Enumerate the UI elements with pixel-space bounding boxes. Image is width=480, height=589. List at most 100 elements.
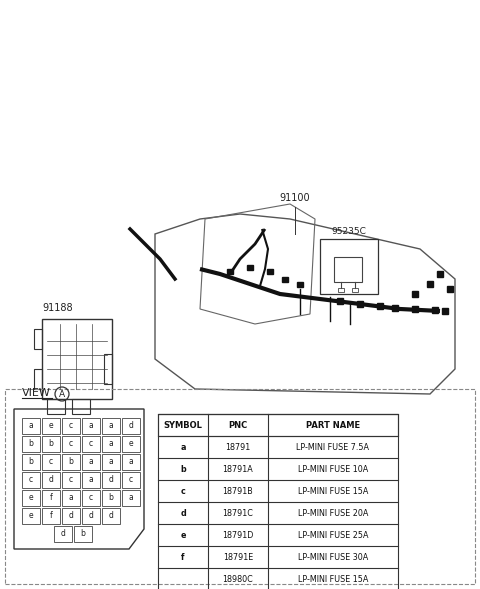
Bar bbox=[22, 508, 40, 524]
Text: d: d bbox=[48, 475, 53, 485]
Bar bbox=[442, 308, 448, 314]
Bar bbox=[42, 472, 60, 488]
Bar bbox=[392, 305, 398, 311]
Bar bbox=[62, 436, 80, 452]
Text: a: a bbox=[129, 494, 133, 502]
Text: 18791A: 18791A bbox=[223, 465, 253, 474]
Bar bbox=[447, 286, 453, 292]
Text: c: c bbox=[129, 475, 133, 485]
Bar bbox=[82, 454, 100, 470]
Text: c: c bbox=[89, 439, 93, 448]
Text: a: a bbox=[129, 458, 133, 466]
Bar bbox=[22, 490, 40, 506]
Bar bbox=[82, 472, 100, 488]
Bar bbox=[122, 490, 140, 506]
Bar bbox=[337, 298, 343, 304]
Bar bbox=[102, 490, 120, 506]
Text: 91100: 91100 bbox=[280, 193, 310, 203]
Text: c: c bbox=[29, 475, 33, 485]
Bar bbox=[320, 239, 378, 294]
Text: LP-MINI FUSE 30A: LP-MINI FUSE 30A bbox=[298, 552, 368, 561]
Bar bbox=[22, 454, 40, 470]
Text: LP-MINI FUSE 20A: LP-MINI FUSE 20A bbox=[298, 508, 368, 518]
Bar bbox=[62, 454, 80, 470]
Bar bbox=[47, 399, 65, 414]
Text: c: c bbox=[89, 494, 93, 502]
Bar bbox=[62, 472, 80, 488]
Text: a: a bbox=[89, 422, 94, 431]
Bar bbox=[82, 508, 100, 524]
Bar bbox=[22, 418, 40, 434]
Bar bbox=[102, 454, 120, 470]
Text: b: b bbox=[29, 458, 34, 466]
Bar bbox=[432, 307, 438, 313]
Text: LP-MINI FUSE 15A: LP-MINI FUSE 15A bbox=[298, 574, 368, 584]
Text: 91188: 91188 bbox=[42, 303, 72, 313]
Text: PNC: PNC bbox=[228, 421, 248, 429]
Text: e: e bbox=[180, 531, 186, 540]
Bar bbox=[102, 508, 120, 524]
Bar bbox=[122, 454, 140, 470]
Text: b: b bbox=[69, 458, 73, 466]
Bar bbox=[102, 472, 120, 488]
Bar bbox=[412, 306, 418, 312]
Text: d: d bbox=[89, 511, 94, 521]
Bar bbox=[42, 319, 112, 399]
Text: e: e bbox=[29, 494, 33, 502]
Text: c: c bbox=[69, 422, 73, 431]
Bar bbox=[334, 257, 362, 282]
Text: 18791E: 18791E bbox=[223, 552, 253, 561]
Text: f: f bbox=[49, 511, 52, 521]
Text: VIEW: VIEW bbox=[22, 388, 51, 398]
Bar bbox=[5, 389, 475, 584]
Text: 18791D: 18791D bbox=[222, 531, 254, 540]
Bar bbox=[62, 418, 80, 434]
Text: d: d bbox=[108, 475, 113, 485]
Text: a: a bbox=[108, 458, 113, 466]
Text: d: d bbox=[180, 508, 186, 518]
Text: c: c bbox=[69, 439, 73, 448]
Bar bbox=[82, 490, 100, 506]
Bar bbox=[42, 508, 60, 524]
Text: a: a bbox=[108, 439, 113, 448]
Bar bbox=[104, 354, 112, 384]
Bar bbox=[42, 454, 60, 470]
Bar bbox=[122, 418, 140, 434]
Text: A: A bbox=[59, 389, 65, 399]
Text: 18791: 18791 bbox=[226, 442, 251, 452]
Bar bbox=[357, 301, 363, 307]
Text: b: b bbox=[180, 465, 186, 474]
Bar bbox=[412, 291, 418, 297]
Text: 95235C: 95235C bbox=[332, 227, 366, 236]
Text: LP-MINI FUSE 7.5A: LP-MINI FUSE 7.5A bbox=[297, 442, 370, 452]
Bar bbox=[42, 490, 60, 506]
Bar bbox=[282, 277, 288, 282]
Bar bbox=[102, 436, 120, 452]
Text: PART NAME: PART NAME bbox=[306, 421, 360, 429]
Text: e: e bbox=[48, 422, 53, 431]
Text: 18791C: 18791C bbox=[223, 508, 253, 518]
Bar bbox=[427, 281, 433, 287]
Bar bbox=[122, 436, 140, 452]
Text: b: b bbox=[108, 494, 113, 502]
Text: c: c bbox=[49, 458, 53, 466]
Text: 18791B: 18791B bbox=[223, 487, 253, 495]
Text: b: b bbox=[81, 530, 85, 538]
Bar bbox=[62, 508, 80, 524]
Text: a: a bbox=[180, 442, 186, 452]
Bar bbox=[42, 436, 60, 452]
Text: f: f bbox=[49, 494, 52, 502]
Text: SYMBOL: SYMBOL bbox=[164, 421, 203, 429]
Text: a: a bbox=[108, 422, 113, 431]
Text: e: e bbox=[129, 439, 133, 448]
Bar bbox=[62, 490, 80, 506]
Bar bbox=[42, 418, 60, 434]
Bar bbox=[72, 399, 90, 414]
Text: a: a bbox=[69, 494, 73, 502]
Bar bbox=[338, 288, 344, 292]
Text: b: b bbox=[48, 439, 53, 448]
Bar bbox=[82, 418, 100, 434]
Text: d: d bbox=[108, 511, 113, 521]
Bar bbox=[34, 369, 42, 389]
Bar bbox=[22, 436, 40, 452]
